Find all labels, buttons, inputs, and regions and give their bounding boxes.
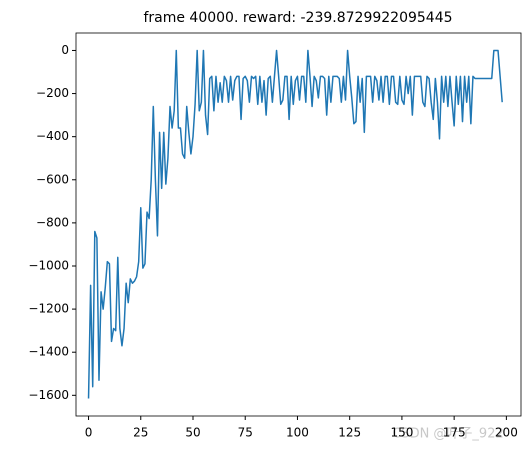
line xyxy=(87,49,503,399)
axes-frame xyxy=(75,32,522,417)
y-tick-label: −400 xyxy=(36,129,69,143)
x-tick-label: 125 xyxy=(338,426,361,440)
y-tick-label: −1400 xyxy=(28,345,69,359)
y-tick-label: −600 xyxy=(36,172,69,186)
chart-title: frame 40000. reward: -239.8729922095445 xyxy=(143,10,452,26)
y-tick-label: −200 xyxy=(36,86,69,100)
y-tick-label: −1200 xyxy=(28,302,69,316)
x-tick-label: 150 xyxy=(390,426,413,440)
y-tick-label: −1600 xyxy=(28,388,69,402)
y-tick-label: −800 xyxy=(36,215,69,229)
x-tick-label: 50 xyxy=(185,426,200,440)
x-tick-label: 25 xyxy=(133,426,148,440)
y-tick-label: −1000 xyxy=(28,258,69,272)
y-tick-label: 0 xyxy=(61,43,69,57)
x-tick-label: 175 xyxy=(443,426,466,440)
x-tick-label: 0 xyxy=(85,426,93,440)
x-tick-label: 75 xyxy=(238,426,253,440)
x-tick-label: 200 xyxy=(495,426,518,440)
x-tick-label: 100 xyxy=(286,426,309,440)
watermark: CSDN @叶子_922 xyxy=(392,427,504,442)
